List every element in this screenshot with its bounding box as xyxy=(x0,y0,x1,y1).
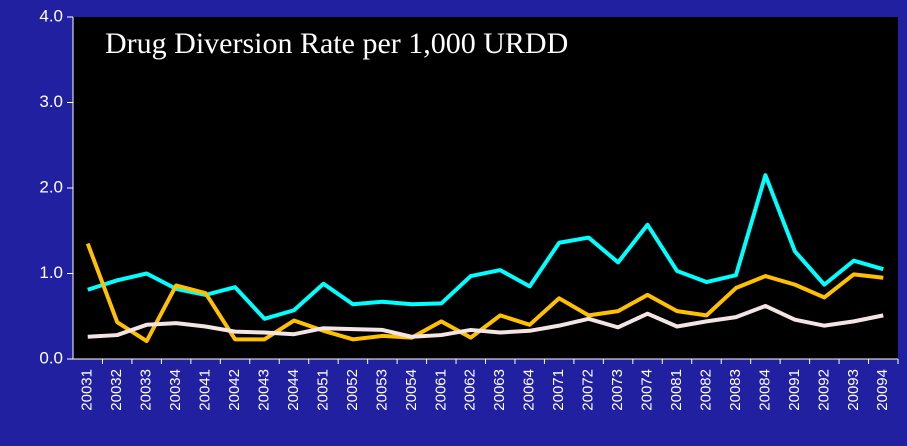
x-tick-label: 20041 xyxy=(197,369,214,411)
x-tick-label: 20044 xyxy=(285,369,302,411)
x-tick-label: 20092 xyxy=(815,369,832,411)
x-tick-label: 20032 xyxy=(108,369,125,411)
y-tick-label: 3.0 xyxy=(39,92,63,111)
chart-title: Drug Diversion Rate per 1,000 URDD xyxy=(105,27,568,60)
x-tick-label: 20054 xyxy=(403,369,420,411)
x-tick-label: 20081 xyxy=(668,369,685,411)
x-tick-label: 20091 xyxy=(786,369,803,411)
series-line xyxy=(87,303,884,339)
y-tick-label: 1.0 xyxy=(39,263,63,282)
x-tick-label: 20064 xyxy=(521,369,538,411)
x-tick-label: 20082 xyxy=(697,369,714,411)
x-tick-label: 20084 xyxy=(756,369,773,411)
x-tick-label: 20042 xyxy=(226,369,243,411)
x-tick-label: 20034 xyxy=(167,369,184,411)
x-tick-label: 20093 xyxy=(845,369,862,411)
x-tick-label: 20073 xyxy=(609,369,626,411)
x-tick-label: 20033 xyxy=(138,369,155,411)
x-tick-label: 20072 xyxy=(580,369,597,411)
x-tick-label: 20061 xyxy=(432,369,449,411)
x-tick-label: 20052 xyxy=(344,369,361,411)
x-tick-label: 20063 xyxy=(491,369,508,411)
x-tick-label: 20053 xyxy=(373,369,390,411)
plot-area xyxy=(73,17,898,359)
x-tick-label: 20062 xyxy=(462,369,479,411)
series-line xyxy=(85,242,884,344)
y-tick-label: 0.0 xyxy=(39,348,63,367)
x-tick-label: 20094 xyxy=(874,369,891,411)
series-line xyxy=(87,173,884,321)
x-tick-label: 20043 xyxy=(255,369,272,411)
x-tick-label: 20083 xyxy=(727,369,744,411)
y-tick-label: 4.0 xyxy=(39,6,63,25)
x-tick-label: 20071 xyxy=(550,369,567,411)
x-tick-label: 20031 xyxy=(79,369,96,411)
y-tick-label: 2.0 xyxy=(39,177,63,196)
x-tick-label: 20051 xyxy=(314,369,331,411)
x-tick-label: 20074 xyxy=(639,369,656,411)
